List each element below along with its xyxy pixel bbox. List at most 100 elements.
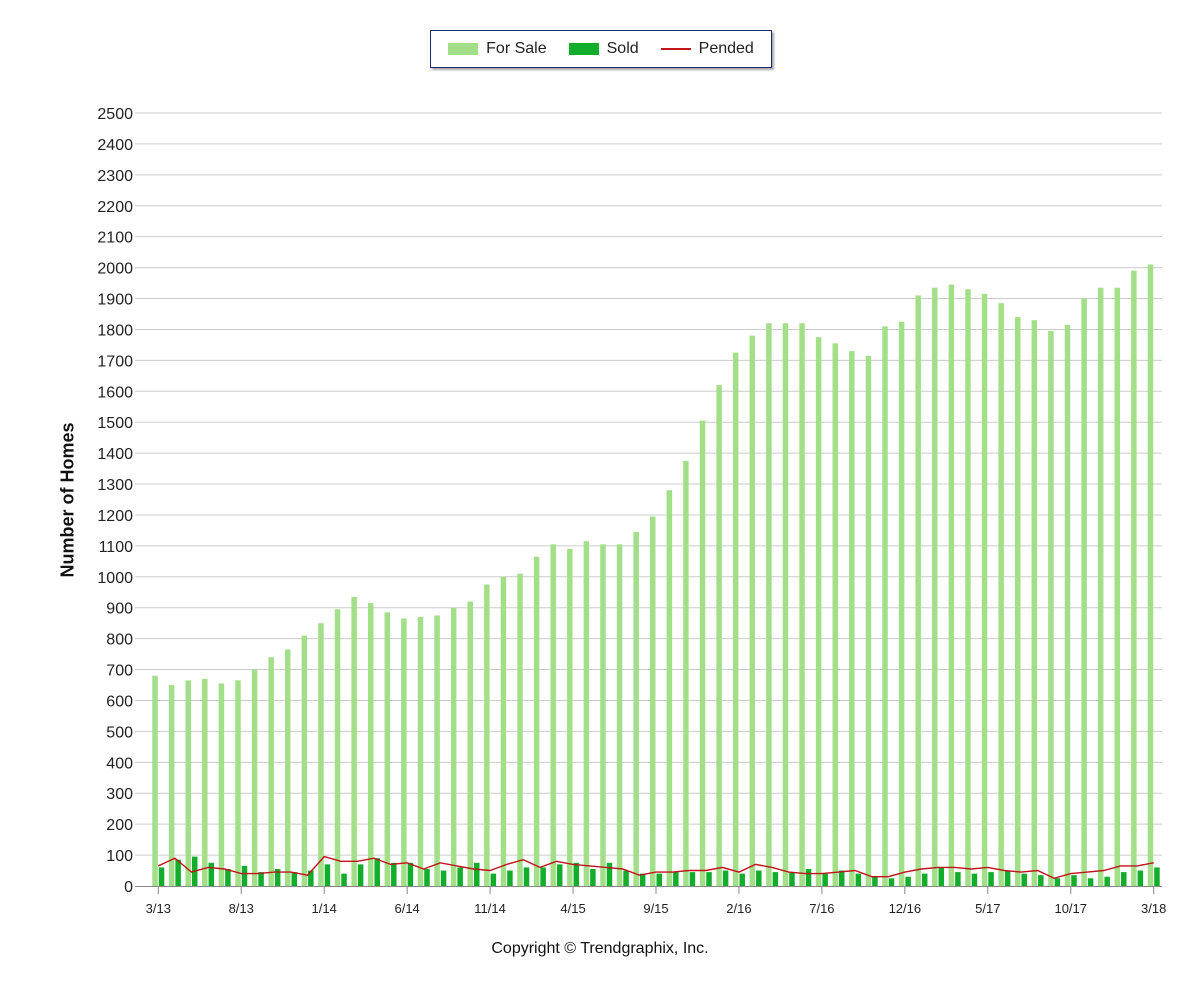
- for-sale-bar: [716, 385, 722, 886]
- y-tick-label: 1500: [97, 415, 133, 432]
- y-tick-label: 1700: [97, 353, 133, 370]
- for-sale-bar: [749, 335, 756, 886]
- sold-bar: [457, 867, 463, 886]
- sold-bar: [556, 864, 563, 886]
- for-sale-bar: [168, 685, 175, 886]
- for-sale-bar: [285, 649, 291, 886]
- sold-bar: [391, 862, 397, 886]
- sold-bar: [291, 872, 298, 886]
- sold-bar: [1154, 867, 1160, 886]
- sold-bar: [656, 873, 662, 886]
- sold-bar: [341, 873, 347, 886]
- sold-bar: [805, 868, 812, 886]
- sold-bar: [888, 878, 895, 886]
- for-sale-bar: [1031, 320, 1038, 886]
- sold-bar: [822, 873, 828, 886]
- for-sale-bar: [732, 352, 739, 886]
- y-tick-label: 1000: [97, 570, 133, 587]
- for-sale-bar: [401, 618, 407, 886]
- grid-layer: [135, 112, 1162, 856]
- for-sale-bar: [251, 669, 258, 886]
- x-tick-label: 2/16: [726, 901, 751, 916]
- sold-bar: [274, 868, 281, 886]
- pended-line-layer: [158, 855, 1154, 880]
- sold-bar: [905, 876, 911, 886]
- y-tick-label: 0: [124, 879, 133, 896]
- sold-bar: [772, 872, 779, 886]
- for-sale-bar: [152, 675, 158, 886]
- y-tick-label: 1100: [99, 539, 134, 556]
- sold-bar: [739, 873, 745, 886]
- sold-bar: [1071, 875, 1077, 886]
- for-sale-bar: [932, 287, 938, 886]
- for-sale-bar: [849, 351, 855, 887]
- sold-bar: [938, 867, 945, 886]
- y-tick-label: 1800: [97, 322, 133, 339]
- for-sale-bar: [218, 683, 225, 886]
- sold-bar: [407, 862, 414, 886]
- for-sale-bar: [799, 323, 805, 887]
- for-sale-bar: [832, 343, 838, 886]
- sold-bar: [440, 870, 447, 886]
- y-tick-label: 2400: [97, 137, 133, 154]
- sold-bar: [955, 872, 961, 886]
- y-tick-label: 1900: [97, 292, 133, 309]
- x-tick-label: 8/13: [229, 901, 254, 916]
- for-sale-bar: [235, 680, 241, 886]
- y-tick-label: 2100: [97, 230, 133, 247]
- for-sale-bar: [998, 303, 1004, 887]
- y-tick-label: 800: [106, 632, 133, 649]
- y-tick-label: 100: [106, 848, 133, 865]
- y-tick-label: 2200: [97, 199, 133, 216]
- x-tick-label: 11/14: [474, 901, 506, 916]
- sold-bar: [1137, 870, 1144, 886]
- for-sale-bar: [1048, 330, 1054, 887]
- for-sale-bar: [1131, 270, 1137, 886]
- sold-bar: [1004, 870, 1011, 886]
- x-tick-label: 7/16: [809, 901, 834, 916]
- x-tick-label: 4/15: [560, 901, 585, 916]
- sold-bar: [623, 870, 629, 886]
- sold-bar: [921, 873, 928, 886]
- x-tick-label: 5/17: [975, 901, 1000, 916]
- y-tick-label: 600: [106, 693, 133, 710]
- sold-bar: [1121, 872, 1127, 886]
- y-tick-label: 900: [106, 601, 133, 618]
- for-sale-bar: [484, 584, 490, 886]
- x-tick-label: 3/13: [146, 901, 171, 916]
- for-sale-bar: [965, 289, 971, 886]
- sold-bar: [1087, 878, 1094, 886]
- y-tick-label: 500: [106, 724, 133, 741]
- for-sale-bar: [915, 295, 921, 887]
- for-sale-bar: [334, 609, 341, 886]
- for-sale-bar: [666, 490, 673, 886]
- sold-bar: [474, 862, 480, 886]
- for-sale-bar: [533, 556, 540, 886]
- sold-bar: [258, 872, 264, 886]
- for-sale-bar: [550, 544, 556, 886]
- sold-bar: [208, 862, 215, 886]
- sold-bar: [241, 865, 248, 886]
- legend-swatch-for-sale: [448, 43, 479, 55]
- legend-item-pended[interactable]: Pended: [660, 40, 754, 58]
- pended-line: [158, 855, 1154, 880]
- y-tick-label: 1400: [97, 446, 133, 463]
- for-sale-bar: [650, 516, 656, 886]
- sold-bar: [158, 867, 165, 886]
- legend-item-sold[interactable]: Sold: [568, 40, 639, 58]
- legend-item-for-sale[interactable]: For Sale: [448, 40, 547, 58]
- for-sale-bar: [301, 635, 308, 886]
- legend-label-for-sale: For Sale: [486, 40, 547, 57]
- for-sale-bar: [202, 678, 208, 886]
- for-sale-bar: [782, 323, 789, 887]
- for-sale-bar: [766, 323, 772, 887]
- for-sale-bar: [683, 460, 689, 886]
- for-sale-bar: [268, 657, 274, 886]
- for-sale-bar: [1114, 287, 1121, 886]
- sold-bar: [523, 867, 530, 886]
- y-tick-label: 300: [106, 786, 133, 803]
- y-tick-label: 1200: [97, 508, 133, 525]
- for-sale-bar: [1014, 317, 1021, 886]
- sold-bar: [374, 858, 380, 886]
- sold-bar: [706, 872, 712, 886]
